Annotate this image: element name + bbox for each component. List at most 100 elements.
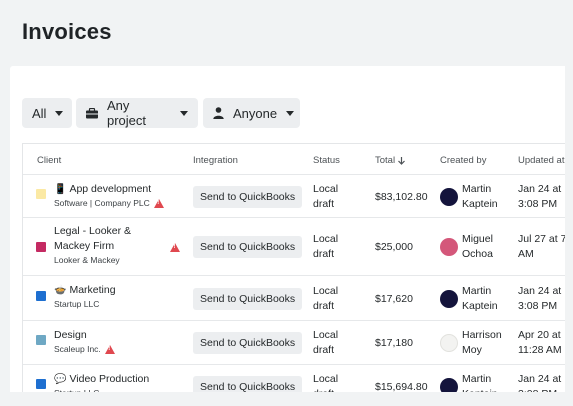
creator-first-name: Martin <box>462 373 492 385</box>
briefcase-icon <box>86 107 98 119</box>
table-row[interactable]: 🍲 Marketing Startup LLC Send to QuickBooks L… <box>23 275 565 321</box>
send-to-quickbooks-button[interactable]: Send to QuickBooks <box>193 376 303 392</box>
chevron-down-icon <box>180 110 188 116</box>
filter-project-dropdown[interactable]: Any project <box>76 98 198 128</box>
status-line1: Local <box>313 233 339 245</box>
status-line2: draft <box>313 248 335 260</box>
chevron-down-icon <box>286 110 295 116</box>
client-color-swatch <box>36 242 46 252</box>
client-company-text: Software | Company PLC <box>54 198 150 208</box>
table-row[interactable]: Legal - Looker & Mackey Firm Looker & Mack… <box>23 217 565 276</box>
updated-at-cell: Jul 27 at 7 AM <box>518 232 565 262</box>
table-row[interactable]: Design Scaleup Inc. Send to QuickBooks Loca… <box>23 320 565 365</box>
client-name-text: Video Production <box>69 373 150 385</box>
column-header-status[interactable]: Status <box>313 155 340 166</box>
warning-icon <box>104 345 115 354</box>
client-name-text: App development <box>69 183 152 195</box>
client-name: Design <box>54 328 115 343</box>
client-name-text: Marketing <box>69 284 116 296</box>
client-company-text: Startup LLC <box>54 299 100 309</box>
client-name-line2: Mackey Firm <box>54 240 115 252</box>
status-line2: draft <box>313 299 335 312</box>
client-cell[interactable]: Design Scaleup Inc. <box>54 328 115 356</box>
send-to-quickbooks-button[interactable]: Send to QuickBooks <box>193 287 303 310</box>
client-name: 📱 App development <box>54 182 164 197</box>
column-header-client[interactable]: Client <box>37 155 62 166</box>
client-cell[interactable]: Legal - Looker & Mackey Firm Looker & Mack… <box>54 224 131 267</box>
status-line1: Local <box>313 182 339 195</box>
updated-line2: AM <box>518 248 534 260</box>
updated-at-cell: Apr 20 at 11:28 AM <box>518 328 562 358</box>
total-cell: $17,180 <box>375 337 413 349</box>
filter-person-dropdown[interactable]: Anyone <box>203 98 300 128</box>
invoices-panel: All Any project Anyone Client Integratio… <box>10 66 565 392</box>
filter-project-label: Any project <box>107 98 147 128</box>
status-line1: Local <box>313 329 339 341</box>
updated-line2: 11:28 AM <box>518 344 562 356</box>
client-emoji-icon: 🍲 <box>54 285 67 296</box>
created-by-cell: Martin Kaptein <box>462 284 498 314</box>
updated-line2: 3:08 PM <box>518 299 558 312</box>
warning-icon <box>153 199 164 208</box>
status-line2: draft <box>313 197 335 210</box>
avatar <box>440 378 458 392</box>
table-row[interactable]: 💬Video ProductionStartup LLC Send to Quic… <box>23 364 565 392</box>
updated-at-cell: Jan 24 at 3:08 PM <box>518 284 561 314</box>
total-cell: $83,102.80 <box>375 190 428 203</box>
creator-last-name: Kaptein <box>462 299 498 312</box>
creator-first-name: Martin <box>462 182 492 195</box>
client-company: Startup LLC <box>54 387 149 392</box>
person-icon <box>213 107 224 119</box>
avatar <box>440 238 458 256</box>
page-title: Invoices <box>22 19 112 44</box>
created-by-cell: Martin Kaptein <box>462 182 498 212</box>
client-color-swatch <box>36 335 46 345</box>
filter-all-dropdown[interactable]: All <box>22 98 72 128</box>
total-cell: $17,620 <box>375 292 413 305</box>
column-header-integration[interactable]: Integration <box>193 155 238 166</box>
avatar <box>440 289 458 308</box>
status-line1: Local <box>313 373 339 385</box>
updated-line1: Jan 24 at <box>518 373 562 385</box>
updated-line1: Jan 24 at <box>518 182 562 195</box>
column-header-created-by[interactable]: Created by <box>440 155 487 166</box>
client-name: 💬 Video Production <box>54 372 149 387</box>
client-company-text: Scaleup Inc. <box>54 344 101 354</box>
arrow-down-icon <box>398 156 406 165</box>
avatar <box>440 334 458 352</box>
column-header-total[interactable]: Total <box>375 155 406 166</box>
creator-last-name: Kaptein <box>462 197 498 210</box>
client-company: Startup LLC <box>54 298 116 311</box>
status-line2: draft <box>313 387 338 392</box>
updated-line1: Jan 24 at <box>518 284 562 297</box>
updated-line2: 3:08 PM <box>518 197 558 210</box>
client-name-text: Legal - Looker & <box>54 225 132 237</box>
column-header-updated-at[interactable]: Updated at <box>518 155 565 166</box>
send-to-quickbooks-button[interactable]: Send to QuickBooks <box>193 332 303 354</box>
status-cell: Local draft <box>313 232 338 262</box>
status-cell: Local draft <box>313 372 338 392</box>
creator-last-name: Ochoa <box>462 248 493 260</box>
client-cell[interactable]: 🍲 Marketing Startup LLC <box>54 283 116 311</box>
column-header-total-label: Total <box>375 155 396 166</box>
client-company-text: Looker & Mackey <box>54 255 120 265</box>
creator-first-name: Miguel <box>462 233 493 245</box>
created-by-cell: Miguel Ochoa <box>462 232 493 262</box>
updated-line1: Apr 20 at <box>518 329 561 341</box>
created-by-cell: Martin Kaptein <box>462 372 498 392</box>
status-cell: Local draft <box>313 284 338 314</box>
invoices-table: Client Integration Status Total Created … <box>22 143 565 392</box>
created-by-cell: Harrison Moy <box>462 328 502 358</box>
client-cell[interactable]: 📱 App development Software | Company PLC <box>54 182 164 210</box>
creator-last-name: Kaptein <box>462 387 498 392</box>
total-cell: $15,694.80 <box>375 381 428 392</box>
filter-all-label: All <box>32 105 47 121</box>
client-company-text: Startup LLC <box>54 387 99 392</box>
client-name: 🍲 Marketing <box>54 283 116 298</box>
creator-last-name: Moy <box>462 344 482 356</box>
send-to-quickbooks-button[interactable]: Send to QuickBooks <box>193 236 303 258</box>
send-to-quickbooks-button[interactable]: Send to QuickBooks <box>193 185 303 208</box>
client-cell[interactable]: 💬Video ProductionStartup LLC <box>54 372 149 392</box>
status-line1: Local <box>313 284 339 297</box>
